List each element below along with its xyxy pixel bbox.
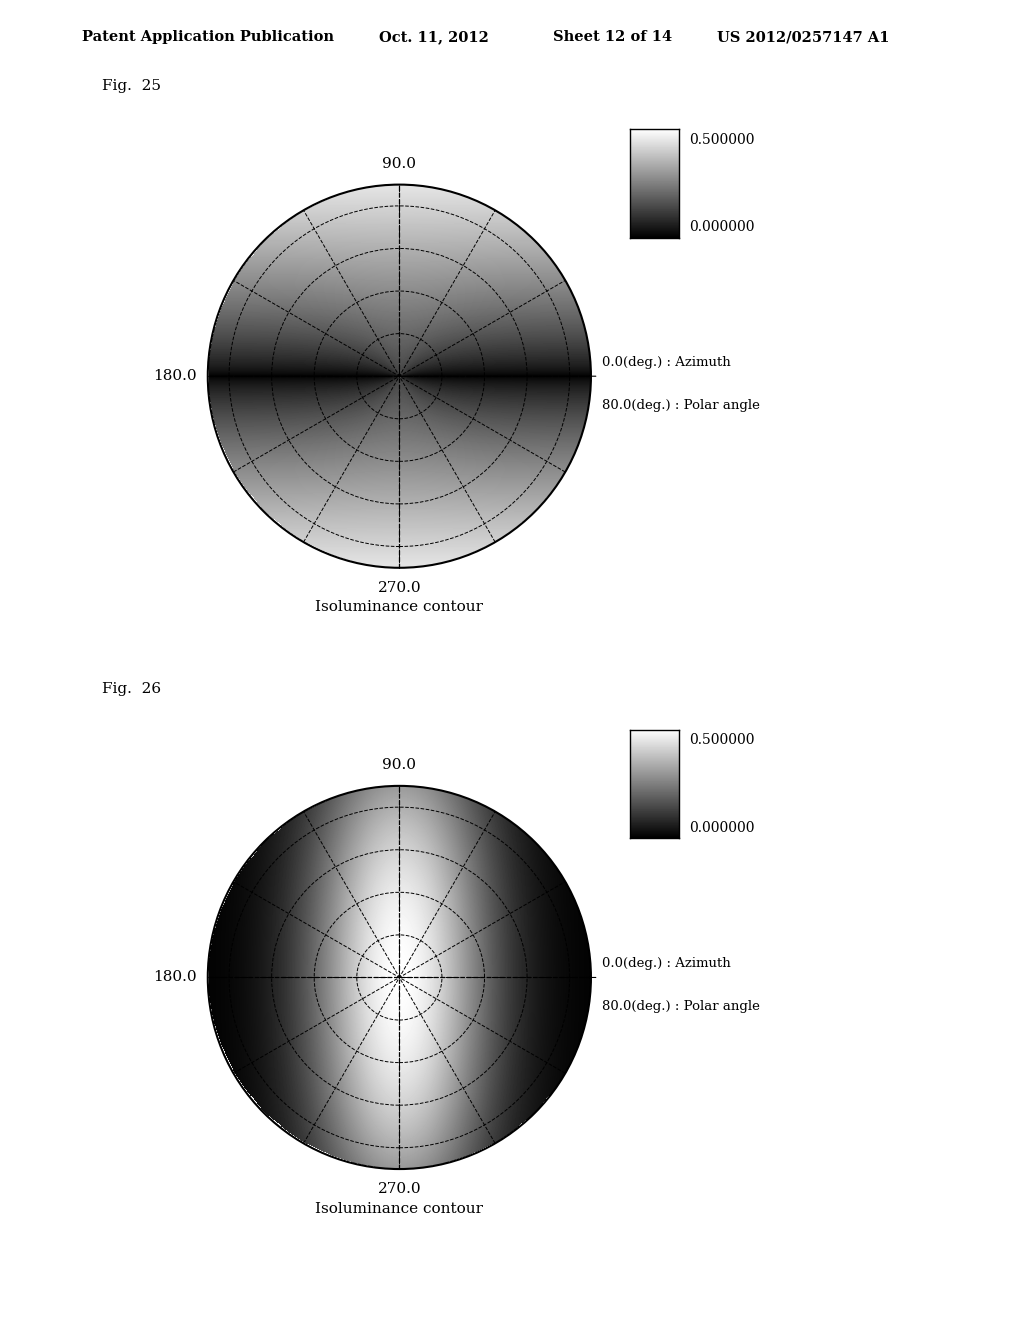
Text: 0.000000: 0.000000 — [689, 821, 755, 836]
Text: 180.0: 180.0 — [153, 970, 197, 985]
Text: 0.0(deg.) : Azimuth: 0.0(deg.) : Azimuth — [602, 957, 731, 970]
Text: Patent Application Publication: Patent Application Publication — [82, 30, 334, 45]
Text: 80.0(deg.) : Polar angle: 80.0(deg.) : Polar angle — [602, 399, 760, 412]
Text: Fig.  25: Fig. 25 — [102, 79, 162, 94]
Text: 270.0: 270.0 — [378, 581, 421, 595]
Text: Oct. 11, 2012: Oct. 11, 2012 — [379, 30, 488, 45]
Text: 80.0(deg.) : Polar angle: 80.0(deg.) : Polar angle — [602, 1001, 760, 1014]
Text: 270.0: 270.0 — [378, 1183, 421, 1196]
Text: 180.0: 180.0 — [153, 370, 197, 383]
Text: 90.0: 90.0 — [382, 157, 417, 172]
Text: 90.0: 90.0 — [382, 759, 417, 772]
Text: 0.0(deg.) : Azimuth: 0.0(deg.) : Azimuth — [602, 355, 731, 368]
Text: Isoluminance contour: Isoluminance contour — [315, 1201, 483, 1216]
Text: 0.500000: 0.500000 — [689, 733, 755, 747]
Text: Sheet 12 of 14: Sheet 12 of 14 — [553, 30, 672, 45]
Text: 0.000000: 0.000000 — [689, 220, 755, 235]
Text: US 2012/0257147 A1: US 2012/0257147 A1 — [717, 30, 889, 45]
Text: Fig.  26: Fig. 26 — [102, 682, 162, 697]
Text: Isoluminance contour: Isoluminance contour — [315, 601, 483, 614]
Text: 0.500000: 0.500000 — [689, 132, 755, 147]
